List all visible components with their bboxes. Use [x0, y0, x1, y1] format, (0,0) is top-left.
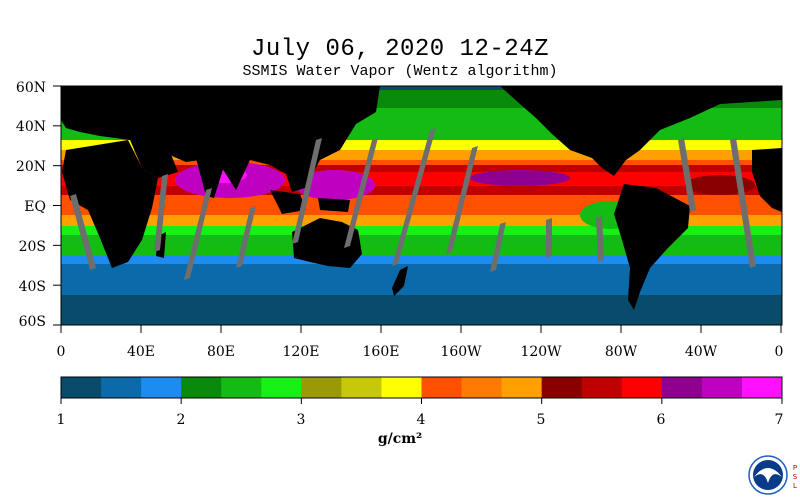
southern-bright-green-belt: [61, 225, 782, 235]
gap-6: [344, 138, 378, 248]
colorbar-swatch: [701, 377, 743, 398]
colorbar-swatch: [221, 377, 262, 398]
colorbar-swatch: [741, 377, 783, 398]
lat-label-20s: 20S: [18, 239, 46, 255]
psl-letter-l: L: [793, 482, 797, 490]
colorbar-swatch: [581, 377, 623, 398]
psl-side-text: P S L: [793, 464, 798, 490]
lon-label-160e: 160E: [362, 344, 400, 360]
colorbar-swatch: [661, 377, 703, 398]
colorbar-swatch: [141, 377, 182, 398]
eurasia: [61, 86, 380, 192]
colorbar-label-5: 5: [536, 412, 546, 428]
gap-11: [596, 216, 604, 262]
lon-label-120e: 120E: [282, 344, 320, 360]
lat-label-40n: 40N: [15, 119, 46, 135]
new-zealand: [392, 266, 408, 296]
colorbar-label-4: 4: [416, 412, 426, 428]
colorbar-swatch: [341, 377, 382, 398]
land-mask: [61, 86, 782, 310]
gap-9: [490, 222, 506, 272]
colorbar-swatch: [421, 377, 463, 398]
lon-label-80e: 80E: [206, 344, 236, 360]
lon-label-0-east: 0: [774, 344, 784, 360]
east-pacific-itcz: [470, 170, 570, 186]
gap-2: [154, 174, 168, 252]
greenland: [700, 86, 760, 100]
lat-label-20n: 20N: [15, 159, 46, 175]
lon-label-0: 0: [56, 344, 66, 360]
lat-label-40s: 40S: [18, 279, 46, 295]
colorbar-swatch: [621, 377, 663, 398]
colorbar-swatch: [381, 377, 422, 398]
africa: [62, 140, 158, 268]
lat-label-eq: EQ: [24, 199, 46, 215]
lat-label-60s: 60S: [18, 314, 46, 330]
gap-12: [678, 138, 696, 212]
gap-5: [292, 138, 322, 244]
colorbar-swatch: [181, 377, 222, 398]
lon-label-40w: 40W: [684, 344, 718, 360]
australia: [292, 218, 362, 268]
lat-label-60n: 60N: [15, 80, 46, 96]
africa-east-edge: [752, 148, 782, 212]
colorbar-swatch: [301, 377, 342, 398]
latitude-ticks: [53, 85, 61, 326]
lon-label-80w: 80W: [604, 344, 638, 360]
new-guinea: [318, 198, 350, 212]
colorbar-label-7: 7: [774, 412, 784, 428]
page-subtitle: SSMIS Water Vapor (Wentz algorithm): [242, 63, 558, 80]
colorbar-swatch: [541, 377, 583, 398]
south-america: [614, 184, 690, 310]
colorbar-ticks: [60, 398, 783, 404]
west-pacific-moisture: [295, 170, 375, 200]
borneo-sumatra: [270, 190, 306, 214]
north-america: [500, 86, 782, 176]
india: [196, 158, 226, 198]
colorbar: [61, 377, 783, 398]
psl-letter-s: S: [793, 473, 798, 481]
colorbar-swatch: [461, 377, 503, 398]
colorbar-unit: g/cm²: [377, 431, 423, 447]
logo-bird: [754, 468, 782, 483]
orbit-gaps: [70, 128, 756, 280]
colorbar-swatch: [261, 377, 302, 398]
arabia: [130, 140, 178, 178]
gap-4: [236, 206, 256, 268]
lon-label-120w: 120W: [520, 344, 562, 360]
colorbar-swatch: [501, 377, 543, 398]
colorbar-label-3: 3: [296, 412, 306, 428]
colorbar-label-6: 6: [656, 412, 666, 428]
colorbar-label-1: 1: [56, 412, 66, 428]
gap-7: [392, 128, 436, 266]
atlantic-itcz: [685, 175, 755, 195]
gap-10: [546, 218, 552, 258]
colorbar-swatch: [61, 377, 102, 398]
psl-letter-p: P: [793, 464, 797, 472]
colorbar-label-2: 2: [176, 412, 186, 428]
gap-1: [70, 194, 96, 270]
longitude-ticks: [60, 325, 782, 333]
map-image: [61, 86, 782, 325]
noaa-logo: [748, 455, 788, 495]
colorbar-swatch: [101, 377, 142, 398]
lon-label-40e: 40E: [126, 344, 156, 360]
gap-13: [730, 138, 756, 268]
gap-8: [446, 146, 478, 254]
lon-label-160w: 160W: [440, 344, 482, 360]
page-title: July 06, 2020 12-24Z: [250, 36, 550, 63]
gap-3: [184, 188, 212, 280]
